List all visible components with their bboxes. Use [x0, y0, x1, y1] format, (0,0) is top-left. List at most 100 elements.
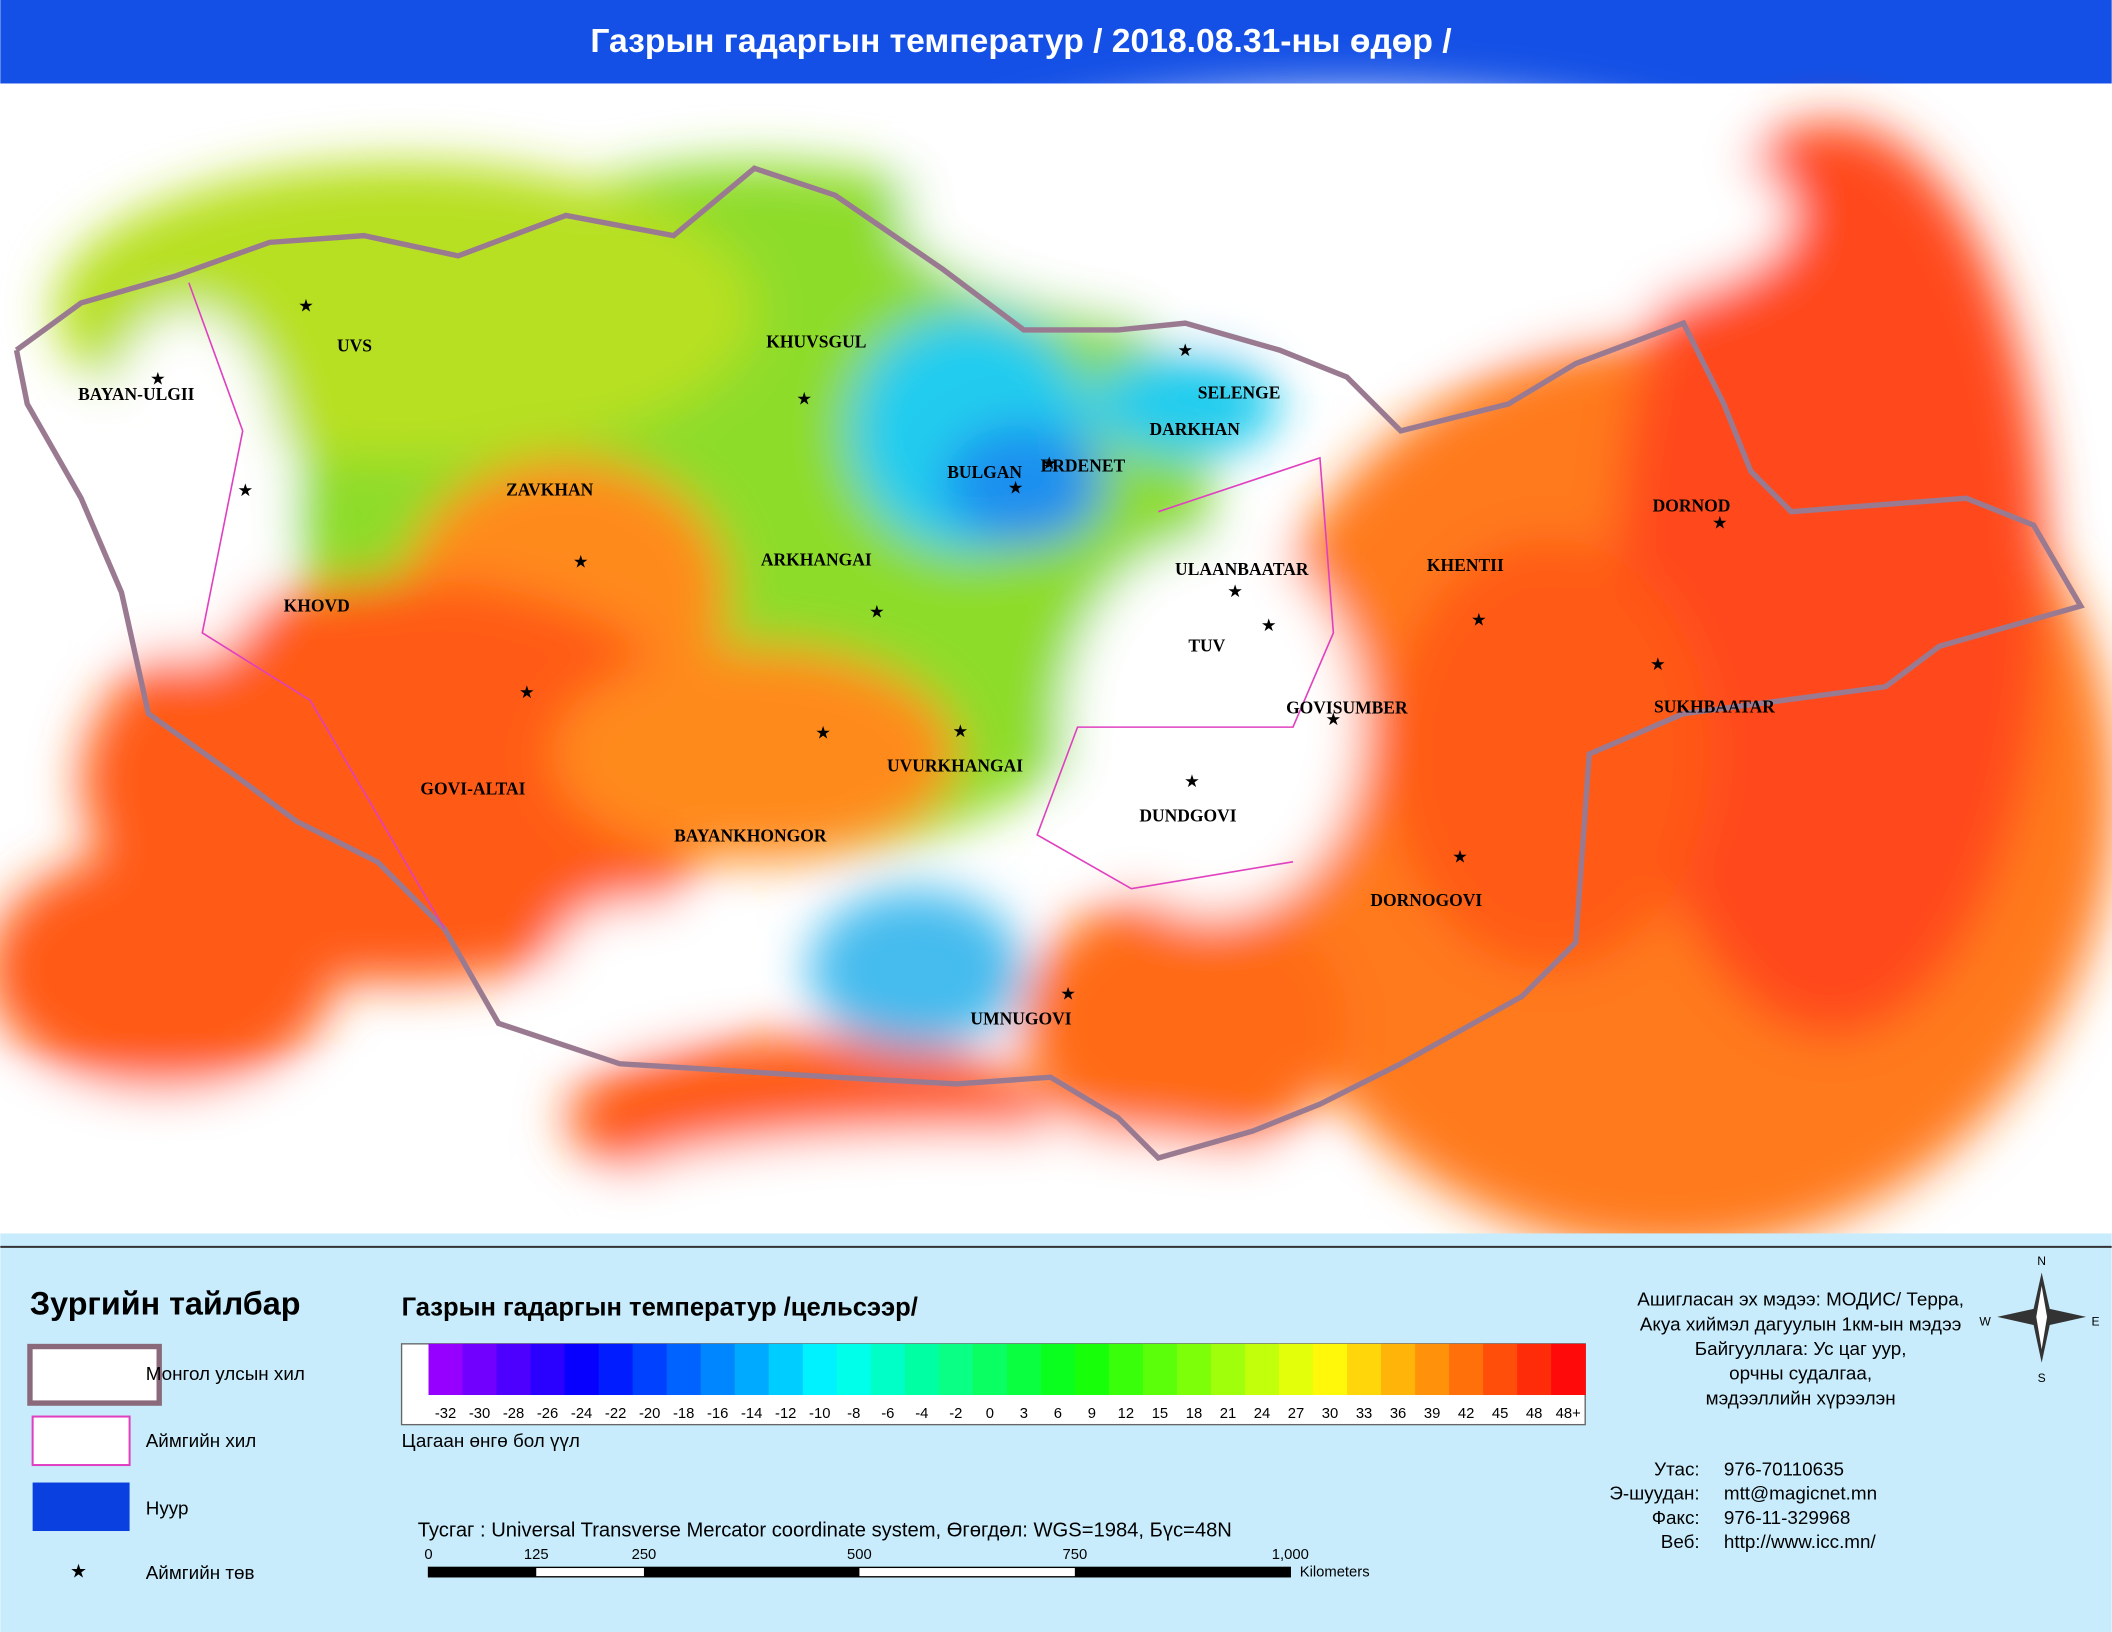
- province-label: ERDENET: [1041, 455, 1126, 475]
- province-label: UMNUGOVI: [970, 1009, 1071, 1029]
- capital-star: ★: [1177, 340, 1193, 360]
- contact-label: Факс:: [1652, 1507, 1700, 1528]
- colorbar-swatch: [1210, 1343, 1246, 1396]
- legend-item: Аймгийн хил: [146, 1430, 257, 1451]
- colorbar-swatch: [1313, 1343, 1348, 1396]
- colorbar-tick: 15: [1152, 1406, 1168, 1422]
- province-label: DUNDGOVI: [1139, 805, 1236, 825]
- colorbar-tick: 21: [1220, 1406, 1236, 1422]
- colorbar-swatch: [700, 1343, 736, 1396]
- capital-star: ★: [796, 389, 812, 409]
- capital-star: ★: [1650, 654, 1666, 674]
- colorbar-swatch: [836, 1343, 872, 1396]
- scale-tick: 125: [524, 1547, 549, 1563]
- colorbar-swatch: [1108, 1343, 1144, 1396]
- province-label: ZAVKHAN: [506, 480, 594, 500]
- compass-n: N: [2037, 1254, 2046, 1268]
- colorbar-tick: 24: [1254, 1406, 1270, 1422]
- info-line: мэдээллийн хүрээлэн: [1706, 1387, 1896, 1408]
- colorbar-swatch: [1381, 1343, 1416, 1396]
- contact-label: Э-шуудан:: [1609, 1483, 1699, 1504]
- province-label: BULGAN: [947, 462, 1022, 482]
- capital-star: ★: [1184, 771, 1200, 791]
- colorbar-tick: -22: [605, 1406, 626, 1422]
- colorbar-tick: 30: [1322, 1406, 1338, 1422]
- capital-star: ★: [815, 722, 831, 742]
- province-label: TUV: [1188, 636, 1225, 656]
- province-label: UVS: [337, 335, 372, 355]
- colorbar-tick: -28: [503, 1406, 524, 1422]
- capital-star: ★: [869, 601, 885, 621]
- colorbar-swatch: [1347, 1343, 1382, 1396]
- colorbar-tick: 6: [1054, 1406, 1062, 1422]
- colorbar-swatch: [462, 1343, 498, 1396]
- capital-star: ★: [238, 480, 254, 500]
- colorbar-swatch: [1551, 1343, 1586, 1396]
- colorbar-swatch: [972, 1343, 1008, 1396]
- scale-tick: 0: [424, 1547, 432, 1563]
- capital-star: ★: [298, 296, 314, 316]
- colorbar-tick: -12: [775, 1406, 796, 1422]
- colorbar-swatch: [496, 1343, 532, 1396]
- province-label: BAYANKHONGOR: [674, 826, 827, 846]
- province-label: BAYAN-ULGII: [78, 384, 195, 404]
- colorbar-swatch: [734, 1343, 770, 1396]
- header-bar: [0, 0, 2112, 84]
- scale-seg: [643, 1567, 860, 1577]
- colorbar-tick: -14: [741, 1406, 762, 1422]
- scale-seg: [428, 1567, 537, 1577]
- scale-unit: Kilometers: [1300, 1565, 1370, 1581]
- colorbar-tick: 39: [1424, 1406, 1440, 1422]
- legend-title: Зургийн тайлбар: [30, 1286, 301, 1322]
- colorbar-swatch: [1415, 1343, 1450, 1396]
- colorbar-swatch: [768, 1343, 804, 1396]
- province-label: DORNOD: [1653, 496, 1731, 516]
- legend-item: Нуур: [146, 1497, 189, 1518]
- capital-star: ★: [1008, 477, 1024, 497]
- colorbar-tick: -4: [915, 1406, 928, 1422]
- legend-border: [27, 1343, 162, 1406]
- colorbar-swatch: [904, 1343, 940, 1396]
- colorbar-tick: 42: [1458, 1406, 1474, 1422]
- province-label: UVURKHANGAI: [887, 756, 1023, 776]
- colorbar-swatch: [1483, 1343, 1518, 1396]
- colorbar-tick: -24: [571, 1406, 592, 1422]
- colorbar-tick: 3: [1020, 1406, 1028, 1422]
- colorbar-tick: 33: [1356, 1406, 1372, 1422]
- colorbar-swatch: [802, 1343, 838, 1396]
- colorbar-swatch: [1074, 1343, 1110, 1396]
- colorbar-tick: -30: [469, 1406, 490, 1422]
- colorbar-tick: -6: [881, 1406, 894, 1422]
- contact-label: Веб:: [1661, 1531, 1700, 1552]
- colorbar-swatch: [530, 1343, 566, 1396]
- colorbar-note: Цагаан өнгө бол үүл: [402, 1430, 580, 1451]
- colorbar-swatch: [1142, 1343, 1178, 1396]
- legend-star: ★: [70, 1561, 87, 1582]
- capital-star: ★: [1261, 615, 1277, 635]
- colorbar-tick: 36: [1390, 1406, 1406, 1422]
- compass: N E W S: [1979, 1254, 2099, 1385]
- province-label: GOVISUMBER: [1286, 698, 1408, 718]
- province-label: KHENTII: [1427, 555, 1504, 575]
- info-line: Акуа хиймэл дагуулын 1км-ын мэдээ: [1640, 1313, 1962, 1334]
- contact-value: http://www.icc.mn/: [1724, 1531, 1877, 1552]
- legend-item: Аймгийн төв: [146, 1562, 255, 1583]
- colorbar-tick: 18: [1186, 1406, 1202, 1422]
- capital-star: ★: [573, 551, 589, 571]
- colorbar-swatch: [1040, 1343, 1076, 1396]
- capital-star: ★: [1041, 453, 1057, 473]
- capital-star: ★: [1452, 846, 1468, 866]
- colorbar-swatch: [1449, 1343, 1484, 1396]
- colorbar-swatch: [666, 1343, 702, 1396]
- legend-panel: [0, 1233, 2112, 1632]
- capital-star: ★: [150, 368, 166, 388]
- legend-item: Монгол улсын хил: [146, 1363, 305, 1384]
- info-line: Байгууллага: Ус цаг уур,: [1695, 1338, 1907, 1359]
- colorbar-swatch: [938, 1343, 974, 1396]
- capital-star: ★: [1712, 512, 1728, 532]
- colorbar-swatch: [428, 1343, 464, 1396]
- capital-star: ★: [1227, 581, 1243, 601]
- colorbar-title: Газрын гадаргын температур /цельсээр/: [402, 1294, 918, 1322]
